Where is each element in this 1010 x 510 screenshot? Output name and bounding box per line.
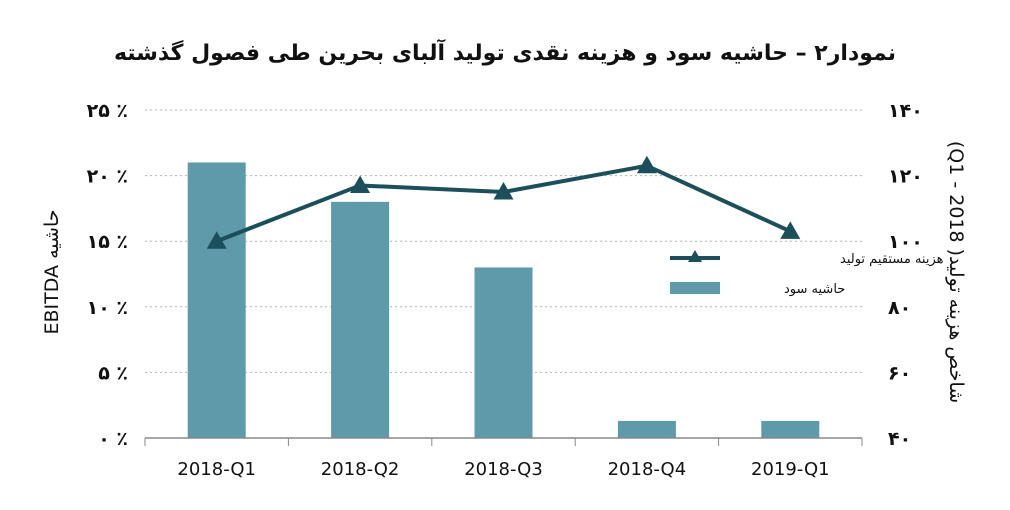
right-tick-label: ۸۰ — [888, 297, 911, 319]
legend: هزینه مستقیم تولید حاشیه سود — [670, 250, 944, 297]
left-axis-ticks: ۰ ٪ ۵ ٪ ۱۰ ٪ ۱۵ ٪ ۲۰ ٪ ۲۵ ٪ — [87, 100, 128, 450]
x-tick-label: 2018-Q2 — [321, 459, 400, 480]
right-tick-label: ۱۴۰ — [888, 100, 923, 122]
x-tick-label: 2018-Q4 — [608, 459, 687, 480]
left-tick-label: ۲۰ ٪ — [87, 166, 128, 188]
line-series — [206, 155, 801, 249]
legend-label-line: هزینه مستقیم تولید — [840, 252, 944, 267]
line-point-2018-Q1 — [206, 231, 227, 249]
left-tick-label: ۵ ٪ — [98, 362, 128, 384]
left-axis-label: EBITDA حاشیه — [41, 210, 63, 335]
left-tick-label: ۱۵ ٪ — [87, 231, 128, 253]
line-point-2018-Q3 — [493, 182, 514, 200]
right-axis-ticks: ۴۰ ۶۰ ۸۰ ۱۰۰ ۱۲۰ ۱۴۰ — [888, 100, 923, 450]
x-axis-ticks: 2018-Q1 2018-Q2 2018-Q3 2018-Q4 2019-Q1 — [144, 438, 863, 480]
right-tick-label: ۱۲۰ — [888, 166, 923, 188]
line-point-2018-Q4 — [636, 155, 657, 174]
legend-bar-swatch — [670, 282, 720, 294]
bar-series — [187, 162, 820, 439]
bar-2018-Q3 — [474, 267, 533, 438]
left-tick-label: ۱۰ ٪ — [87, 297, 128, 319]
bar-2018-Q4 — [617, 420, 676, 438]
left-tick-label: ۰ ٪ — [98, 428, 128, 450]
chart-title: نمودار۲ – حاشیه سود و هزینه نقدی تولید آ… — [114, 38, 896, 66]
line-point-2018-Q2 — [350, 175, 371, 193]
right-tick-label: ۴۰ — [888, 428, 911, 450]
x-tick-label: 2018-Q3 — [464, 459, 543, 480]
right-axis-label: شاخص هزینه تولید( 2018 - Q1) — [945, 141, 967, 403]
left-tick-label: ۲۵ ٪ — [87, 100, 128, 122]
right-tick-label: ۱۰۰ — [888, 231, 923, 253]
line-path — [215, 163, 792, 244]
x-tick-label: 2018-Q1 — [177, 459, 256, 480]
bar-2018-Q2 — [331, 201, 390, 438]
legend-triangle-marker — [688, 250, 702, 262]
line-point-2019-Q1 — [780, 221, 801, 239]
legend-label-bar: حاشیه سود — [784, 282, 845, 297]
right-tick-label: ۶۰ — [888, 362, 911, 384]
bar-2018-Q1 — [187, 162, 246, 439]
bar-2019-Q1 — [761, 420, 820, 438]
x-tick-label: 2019-Q1 — [751, 459, 830, 480]
